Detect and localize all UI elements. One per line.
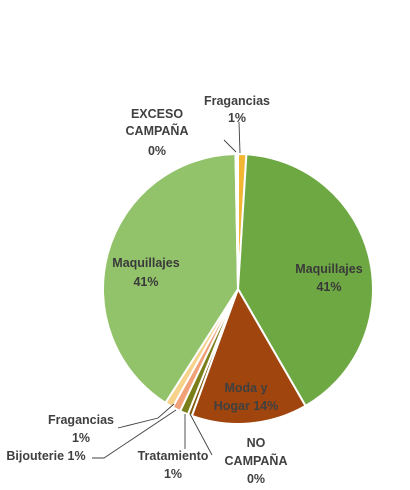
pie-slice-moda-y-hogar-2 [190, 288, 307, 425]
label-moda-hogar-line1: Moda y [224, 381, 267, 395]
label-moda-hogar-line2: Hogar 14% [214, 399, 279, 413]
pie-slice-maquillajes-7 [101, 153, 239, 404]
label-exceso-campana-line1: EXCESO [131, 107, 183, 121]
leader-line-exceso-campana [223, 139, 237, 153]
label-fragancias-left-name: Fragancias [48, 413, 114, 427]
leader-line-no-campana [189, 413, 213, 456]
label-no-campana-line1: NO [247, 436, 266, 450]
label-fragancias-left-value: 1% [72, 431, 90, 445]
label-exceso-campana-value: 0% [148, 144, 166, 158]
leader-line-bijouterie [92, 409, 177, 459]
label-tratamiento-value: 1% [164, 467, 182, 481]
label-tratamiento-name: Tratamiento [138, 449, 209, 463]
leader-line-fragancias-left [117, 403, 175, 429]
label-top-fragancias-name: Fragancias [204, 94, 270, 108]
label-maquillajes-left-name: Maquillajes [112, 256, 179, 270]
label-maquillajes-right-name: Maquillajes [295, 262, 362, 276]
label-maquillajes-left-value: 41% [133, 275, 158, 289]
data-labels: Fragancias 1% EXCESO CAMPAÑA 0% Maquilla… [6, 94, 362, 486]
pie-slice-exceso-campana-8 [234, 152, 239, 290]
pie-slices [101, 152, 374, 425]
label-maquillajes-right-value: 41% [316, 280, 341, 294]
label-exceso-campana-line2: CAMPAÑA [126, 123, 189, 138]
label-top-fragancias-value: 1% [228, 111, 246, 125]
leader-line-top-fragancias [238, 121, 241, 154]
label-no-campana-line2: CAMPAÑA [225, 453, 288, 468]
leader-lines [92, 121, 241, 459]
pie-slice-maquillajes-1 [237, 153, 374, 407]
label-bijouterie: Bijouterie 1% [6, 449, 85, 463]
label-no-campana-value: 0% [247, 472, 265, 486]
